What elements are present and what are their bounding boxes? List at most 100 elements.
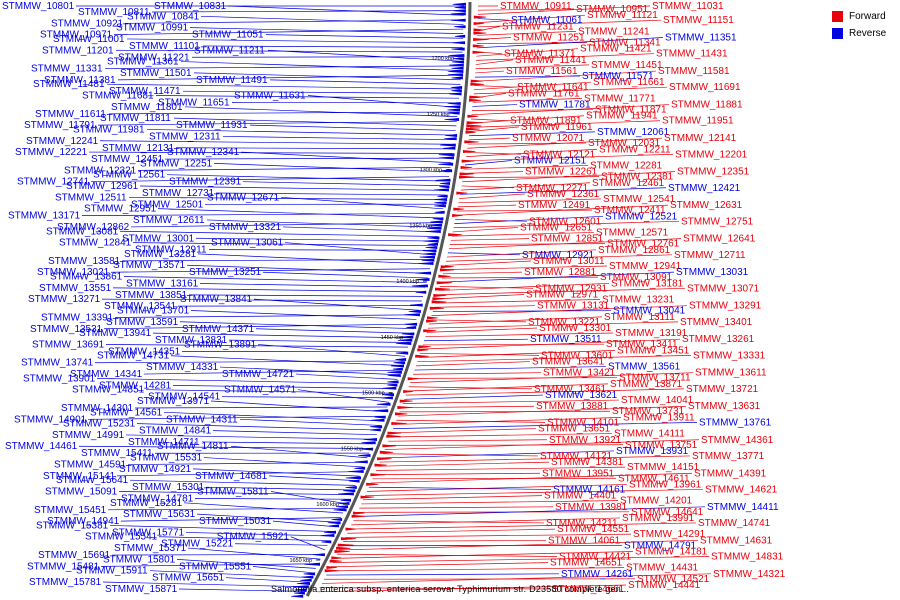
reverse-gene-label: STMMW_15801 xyxy=(103,554,176,565)
forward-connector xyxy=(457,204,517,208)
reverse-gene-label: STMMW_15301 xyxy=(132,482,205,493)
forward-connector xyxy=(453,220,680,229)
forward-feature xyxy=(473,22,485,25)
forward-feature xyxy=(417,348,429,352)
forward-connector xyxy=(438,282,610,291)
forward-gene-label: STMMW_12261 xyxy=(525,167,598,178)
forward-connector xyxy=(474,85,516,88)
forward-gene-label: STMMW_12921 xyxy=(522,250,595,261)
forward-gene-label: STMMW_11581 xyxy=(658,66,730,77)
reverse-connector xyxy=(149,570,312,578)
forward-gene-label: STMMW_11341 xyxy=(589,38,661,49)
reverse-feature xyxy=(447,70,464,73)
reverse-gene-label: STMMW_12451 xyxy=(91,154,164,165)
reverse-connector xyxy=(164,157,452,160)
forward-connector xyxy=(399,410,611,413)
reverse-gene-label: STMMW_13021 xyxy=(37,267,110,278)
scale-label: 1650 kbp xyxy=(289,558,312,564)
forward-gene-label: STMMW_11781 xyxy=(519,100,591,111)
reverse-connector xyxy=(255,328,413,334)
forward-connector xyxy=(469,126,520,132)
forward-feature xyxy=(448,233,462,237)
forward-connector xyxy=(353,520,545,524)
forward-connector xyxy=(379,455,691,463)
forward-feature xyxy=(472,50,485,54)
reverse-gene-label: STMMW_13551 xyxy=(39,283,112,294)
forward-gene-label: STMMW_12211 xyxy=(599,144,671,155)
forward-feature xyxy=(353,511,365,515)
forward-feature xyxy=(374,463,387,467)
forward-gene-label: STMMW_11761 xyxy=(508,88,580,99)
forward-swatch-icon xyxy=(832,11,843,22)
forward-gene-label: STMMW_12541 xyxy=(603,194,676,205)
reverse-feature xyxy=(372,409,389,413)
reverse-connector xyxy=(200,15,464,25)
reverse-feature xyxy=(425,246,438,249)
reverse-feature xyxy=(434,201,447,205)
reverse-connector xyxy=(175,147,454,150)
forward-feature xyxy=(399,399,413,403)
reverse-connector xyxy=(212,430,377,436)
reverse-gene-label: STMMW_14921 xyxy=(119,464,192,475)
scale-label: 1350 kbp xyxy=(409,223,432,229)
reverse-gene-label: STMMW_12511 xyxy=(55,192,127,203)
forward-gene-label: STMMW_12141 xyxy=(664,133,737,144)
reverse-gene-label: STMMW_14461 xyxy=(5,441,78,452)
forward-gene-label: STMMW_11951 xyxy=(662,116,734,127)
forward-connector xyxy=(464,165,589,170)
reverse-connector xyxy=(103,323,416,330)
reverse-connector xyxy=(114,314,418,318)
forward-feature xyxy=(469,98,481,102)
forward-gene-label: STMMW_12881 xyxy=(524,267,597,278)
reverse-feature xyxy=(300,578,312,582)
forward-connector xyxy=(401,405,535,409)
reverse-connector xyxy=(262,271,428,279)
forward-connector xyxy=(448,238,682,250)
reverse-feature xyxy=(369,428,381,432)
reverse-feature xyxy=(404,322,418,326)
reverse-gene-label: STMMW_13941 xyxy=(79,328,152,339)
forward-connector xyxy=(441,276,599,279)
reverse-feature xyxy=(447,108,460,112)
feature-labels: STMMW_10801STMMW_10811STMMW_10831STMMW_1… xyxy=(2,1,786,595)
reverse-connector xyxy=(227,5,464,16)
reverse-gene-label: STMMW_15651 xyxy=(152,573,225,584)
reverse-connector xyxy=(90,176,450,183)
forward-connector xyxy=(404,394,544,400)
reverse-gene-label: STMMW_12841 xyxy=(59,238,132,249)
forward-gene-label: STMMW_14411 xyxy=(707,502,779,513)
forward-connector xyxy=(447,252,521,256)
reverse-gene-label: STMMW_13701 xyxy=(117,305,190,316)
reverse-gene-label: STMMW_13281 xyxy=(124,249,197,260)
forward-connector xyxy=(351,517,621,526)
reverse-feature xyxy=(452,41,465,45)
forward-connector xyxy=(421,338,681,350)
forward-feature xyxy=(440,265,454,269)
forward-feature xyxy=(473,38,489,41)
forward-feature xyxy=(429,306,445,310)
forward-gene-label: STMMW_14631 xyxy=(700,535,773,546)
forward-feature xyxy=(379,450,394,454)
reverse-feature xyxy=(392,367,403,371)
forward-gene-label: STMMW_13401 xyxy=(680,317,753,328)
forward-gene-label: STMMW_10951 xyxy=(576,4,649,15)
forward-connector xyxy=(411,377,618,379)
forward-connector xyxy=(473,81,592,91)
reverse-feature xyxy=(333,508,347,512)
forward-gene-label: STMMW_13231 xyxy=(602,295,675,306)
reverse-gene-label: STMMW_15551 xyxy=(179,561,252,572)
reverse-feature xyxy=(434,204,446,208)
forward-connector xyxy=(477,19,662,28)
reverse-connector xyxy=(105,344,409,348)
forward-connector xyxy=(332,556,710,563)
forward-connector xyxy=(417,355,692,363)
reverse-gene-label: STMMW_13741 xyxy=(21,358,94,369)
forward-gene-label: STMMW_14421 xyxy=(559,551,632,562)
reverse-connector xyxy=(284,242,434,256)
reverse-connector xyxy=(130,222,441,228)
forward-connector xyxy=(384,439,700,450)
forward-gene-label: STMMW_11561 xyxy=(506,66,578,77)
reverse-gene-label: STMMW_15911 xyxy=(76,566,148,577)
reverse-feature xyxy=(336,505,349,509)
scale-label: 1300 kbp xyxy=(420,168,443,174)
